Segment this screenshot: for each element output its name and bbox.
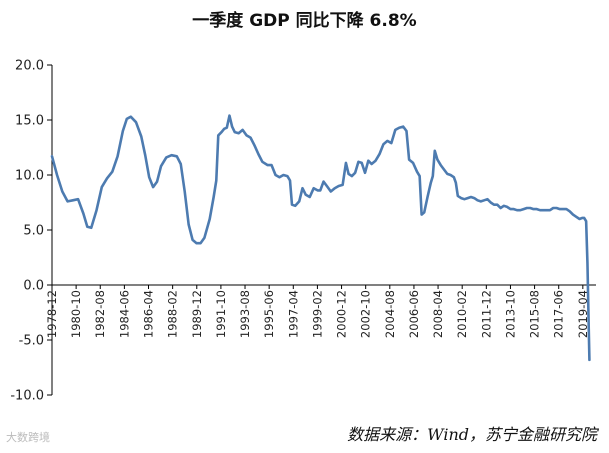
series-group [50,114,591,362]
x-tick-label: 2002-10 [359,290,373,338]
x-tick-label: 1999-02 [310,290,324,338]
x-tick-label: 1984-06 [117,290,131,338]
y-tick-label: 15.0 [15,114,44,129]
x-tick-label: 2013-10 [503,290,517,338]
y-tick-label: -5.0 [19,334,44,349]
x-tick-label: 2000-12 [335,290,349,338]
x-tick-label: 2010-02 [455,290,469,338]
x-tick-label: 1989-12 [190,290,204,338]
x-tick-label: 2015-08 [528,290,542,338]
x-tick-label: 2011-12 [479,290,493,338]
x-tick-label: 2008-04 [431,290,445,338]
x-tick-label: 1993-08 [238,290,252,338]
x-axis: 1978-12 1980-10 1982-08 1984-06 1986-04 1988-… [45,284,596,338]
x-tick-label: 1980-10 [69,290,83,338]
y-tick-label: 5.0 [23,224,44,239]
y-tick-label: -10.0 [10,389,44,404]
x-tick-label: 1997-04 [286,290,300,338]
y-tick-label: 0.0 [23,279,44,294]
y-axis: -10.0 -5.0 0.0 5.0 10.0 15.0 20.0 [10,59,53,404]
y-tick-label: 10.0 [15,169,44,184]
x-tick-label: 1978-12 [45,290,59,338]
x-tick-label: 2019-04 [576,290,590,338]
x-tick-label: 1982-08 [93,290,107,338]
x-tick-label: 1991-10 [214,290,228,338]
source-note: 数据来源：Wind，苏宁金融研究院 [347,425,597,444]
x-tick-label: 2017-06 [552,290,566,338]
x-tick-label: 1988-02 [166,290,180,338]
y-tick-label: 20.0 [15,59,44,74]
x-tick-label: 2004-08 [383,290,397,338]
x-tick-label: 1986-04 [142,290,156,338]
x-tick-label: 1995-06 [262,290,276,338]
watermark-text: 大数跨境 [6,431,50,444]
series-line-gdp [50,114,591,362]
x-tick-label: 2006-06 [407,290,421,338]
chart-title: 一季度 GDP 同比下降 6.8% [192,11,417,31]
